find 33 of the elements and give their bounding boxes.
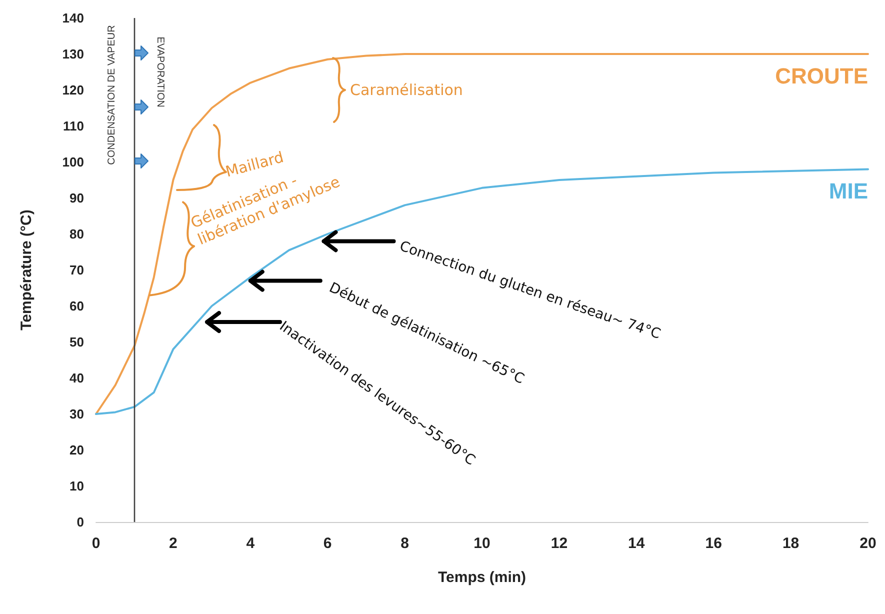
y-tick-label: 30 xyxy=(70,406,84,422)
annotation: CONDENSATION DE VAPEUR xyxy=(106,25,118,165)
y-tick-label: 90 xyxy=(70,190,84,206)
y-tick-label: 70 xyxy=(70,262,84,278)
y-tick-label: 120 xyxy=(62,82,84,98)
y-tick-label: 50 xyxy=(70,334,84,350)
x-tick-label: 12 xyxy=(550,535,568,552)
y-axis-title: Température (°C) xyxy=(18,210,35,330)
x-tick-label: 2 xyxy=(169,535,178,552)
y-tick-label: 40 xyxy=(70,370,84,386)
x-tick-label: 18 xyxy=(782,535,800,552)
y-tick-label: 60 xyxy=(70,298,84,314)
series-label: CROUTE xyxy=(775,64,868,88)
y-tick-label: 20 xyxy=(70,442,84,458)
y-tick-label: 140 xyxy=(62,10,84,26)
x-tick-label: 20 xyxy=(860,535,876,552)
y-tick-label: 80 xyxy=(70,226,84,242)
x-tick-label: 6 xyxy=(323,535,332,552)
x-tick-label: 0 xyxy=(92,535,100,552)
y-tick-label: 100 xyxy=(62,154,84,170)
y-tick-label: 10 xyxy=(70,478,84,494)
x-tick-label: 14 xyxy=(628,535,646,552)
y-tick-label: 110 xyxy=(63,118,84,134)
annotation: EVAPORATION xyxy=(154,36,166,108)
x-tick-label: 4 xyxy=(246,535,256,552)
series-label: MIE xyxy=(828,178,868,204)
x-tick-label: 16 xyxy=(705,535,722,552)
y-tick-label: 0 xyxy=(76,514,84,530)
x-axis-title: Temps (min) xyxy=(438,569,526,586)
x-tick-label: 10 xyxy=(474,535,490,552)
annotation: Caramélisation xyxy=(350,81,463,99)
y-tick-label: 130 xyxy=(62,46,84,62)
x-tick-label: 8 xyxy=(400,535,409,552)
